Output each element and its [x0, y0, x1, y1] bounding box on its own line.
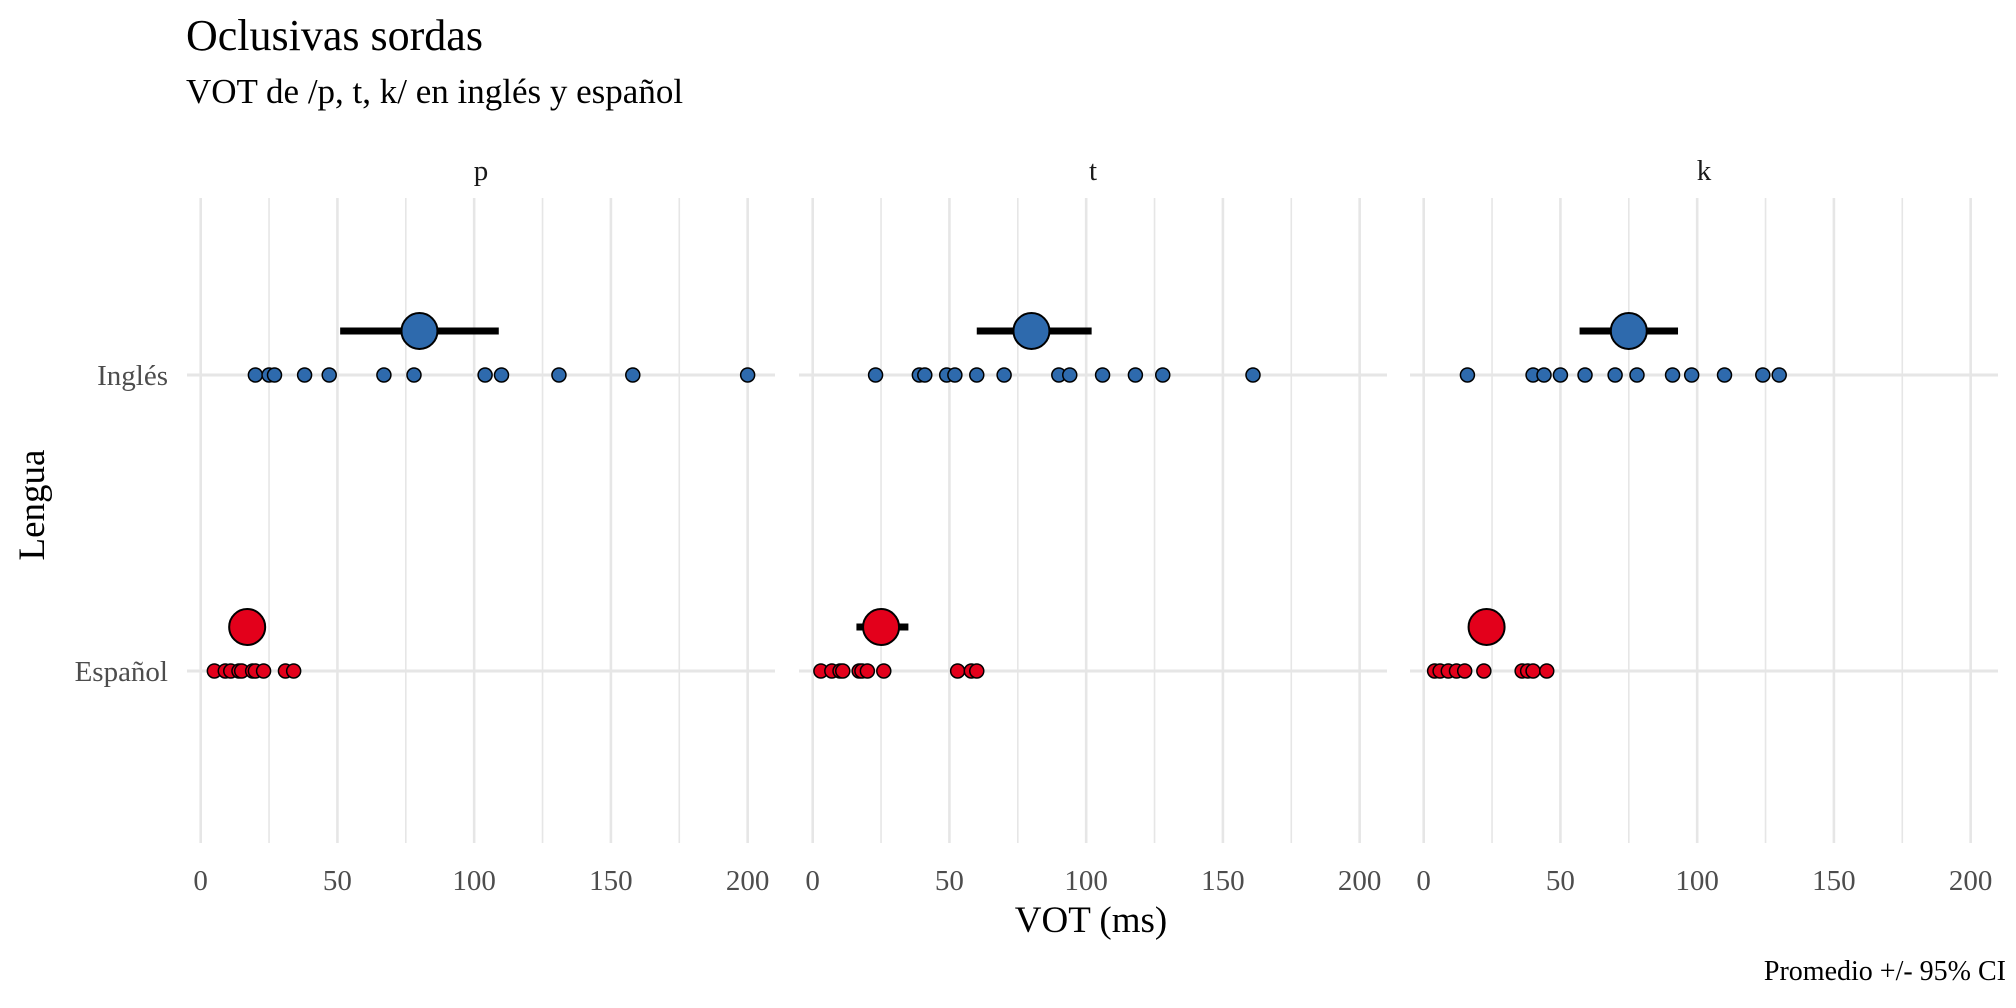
data-point [996, 367, 1012, 383]
data-point [1127, 367, 1144, 383]
data-point [1476, 663, 1492, 679]
data-point [1629, 367, 1645, 383]
x-tick-label: 0 [193, 865, 208, 897]
mean-point [862, 608, 901, 646]
data-point [1577, 367, 1593, 383]
facet-strip-label: k [1697, 155, 1712, 187]
x-tick-label: 100 [1064, 865, 1108, 897]
data-point [1755, 367, 1771, 383]
mean-layer [228, 312, 1648, 646]
data-point [1456, 663, 1473, 679]
data-point [1716, 367, 1733, 383]
data-point [949, 663, 966, 679]
x-axis-title: VOT (ms) [1015, 900, 1167, 941]
y-tick-label: Español [75, 656, 168, 688]
data-point [1245, 367, 1261, 383]
data-point [1538, 663, 1555, 679]
grid-layer [187, 198, 1998, 843]
facet-strip-label: p [474, 155, 489, 187]
data-point [266, 367, 283, 383]
x-tick-label: 100 [1675, 865, 1719, 897]
data-point [625, 367, 641, 383]
data-point [1536, 367, 1552, 383]
x-tick-label: 0 [805, 865, 820, 897]
data-point [285, 663, 302, 679]
x-tick-label: 0 [1416, 865, 1431, 897]
data-point [376, 367, 392, 383]
data-point [1552, 367, 1569, 383]
data-point [551, 367, 567, 383]
data-point [247, 367, 264, 383]
data-point [1094, 367, 1111, 383]
x-tick-label: 200 [1949, 865, 1993, 897]
chart-title: Oclusivas sordas [186, 11, 483, 60]
x-tick-label: 200 [1338, 865, 1382, 897]
data-point [1771, 367, 1787, 383]
x-tick-label: 150 [1201, 865, 1245, 897]
data-point [969, 663, 985, 679]
data-point [835, 663, 851, 679]
chart-subtitle: VOT de /p, t, k/ en inglés y español [186, 72, 684, 111]
data-point [947, 367, 963, 383]
point-layer [206, 367, 1787, 679]
label-layer: 0 50 100 150 200 p 0 50 100 150 200 t 0 50 100 150 200 k I… [75, 155, 1993, 897]
data-point [406, 367, 422, 383]
mean-point [1467, 608, 1506, 646]
chart-caption: Promedio +/- 95% CI [1763, 956, 2006, 987]
y-axis-title: Lengua [12, 450, 53, 561]
x-tick-label: 150 [1812, 865, 1856, 897]
data-point [493, 367, 510, 383]
data-point [477, 367, 493, 383]
facet-strip-label: t [1089, 155, 1097, 187]
data-point [859, 663, 876, 679]
mean-point [228, 608, 267, 646]
data-point [255, 663, 272, 679]
x-tick-label: 200 [726, 865, 770, 897]
x-tick-label: 50 [1546, 865, 1575, 897]
data-point [969, 367, 985, 383]
x-tick-label: 50 [323, 865, 352, 897]
x-tick-label: 150 [589, 865, 633, 897]
data-point [917, 367, 933, 383]
mean-point [400, 312, 439, 350]
data-point [1062, 367, 1078, 383]
data-point [296, 367, 313, 383]
x-tick-label: 100 [452, 865, 496, 897]
data-point [867, 367, 884, 383]
x-tick-label: 50 [935, 865, 964, 897]
data-point [321, 367, 337, 383]
data-point [1683, 367, 1700, 383]
data-point [1525, 663, 1541, 679]
mean-point [1609, 312, 1648, 350]
data-point [876, 663, 892, 679]
data-point [739, 367, 756, 383]
data-point [1664, 367, 1681, 383]
data-point [1607, 367, 1623, 383]
mean-point [1012, 312, 1051, 350]
data-point [1154, 367, 1171, 383]
y-tick-label: Inglés [97, 360, 168, 392]
data-point [1459, 367, 1476, 383]
